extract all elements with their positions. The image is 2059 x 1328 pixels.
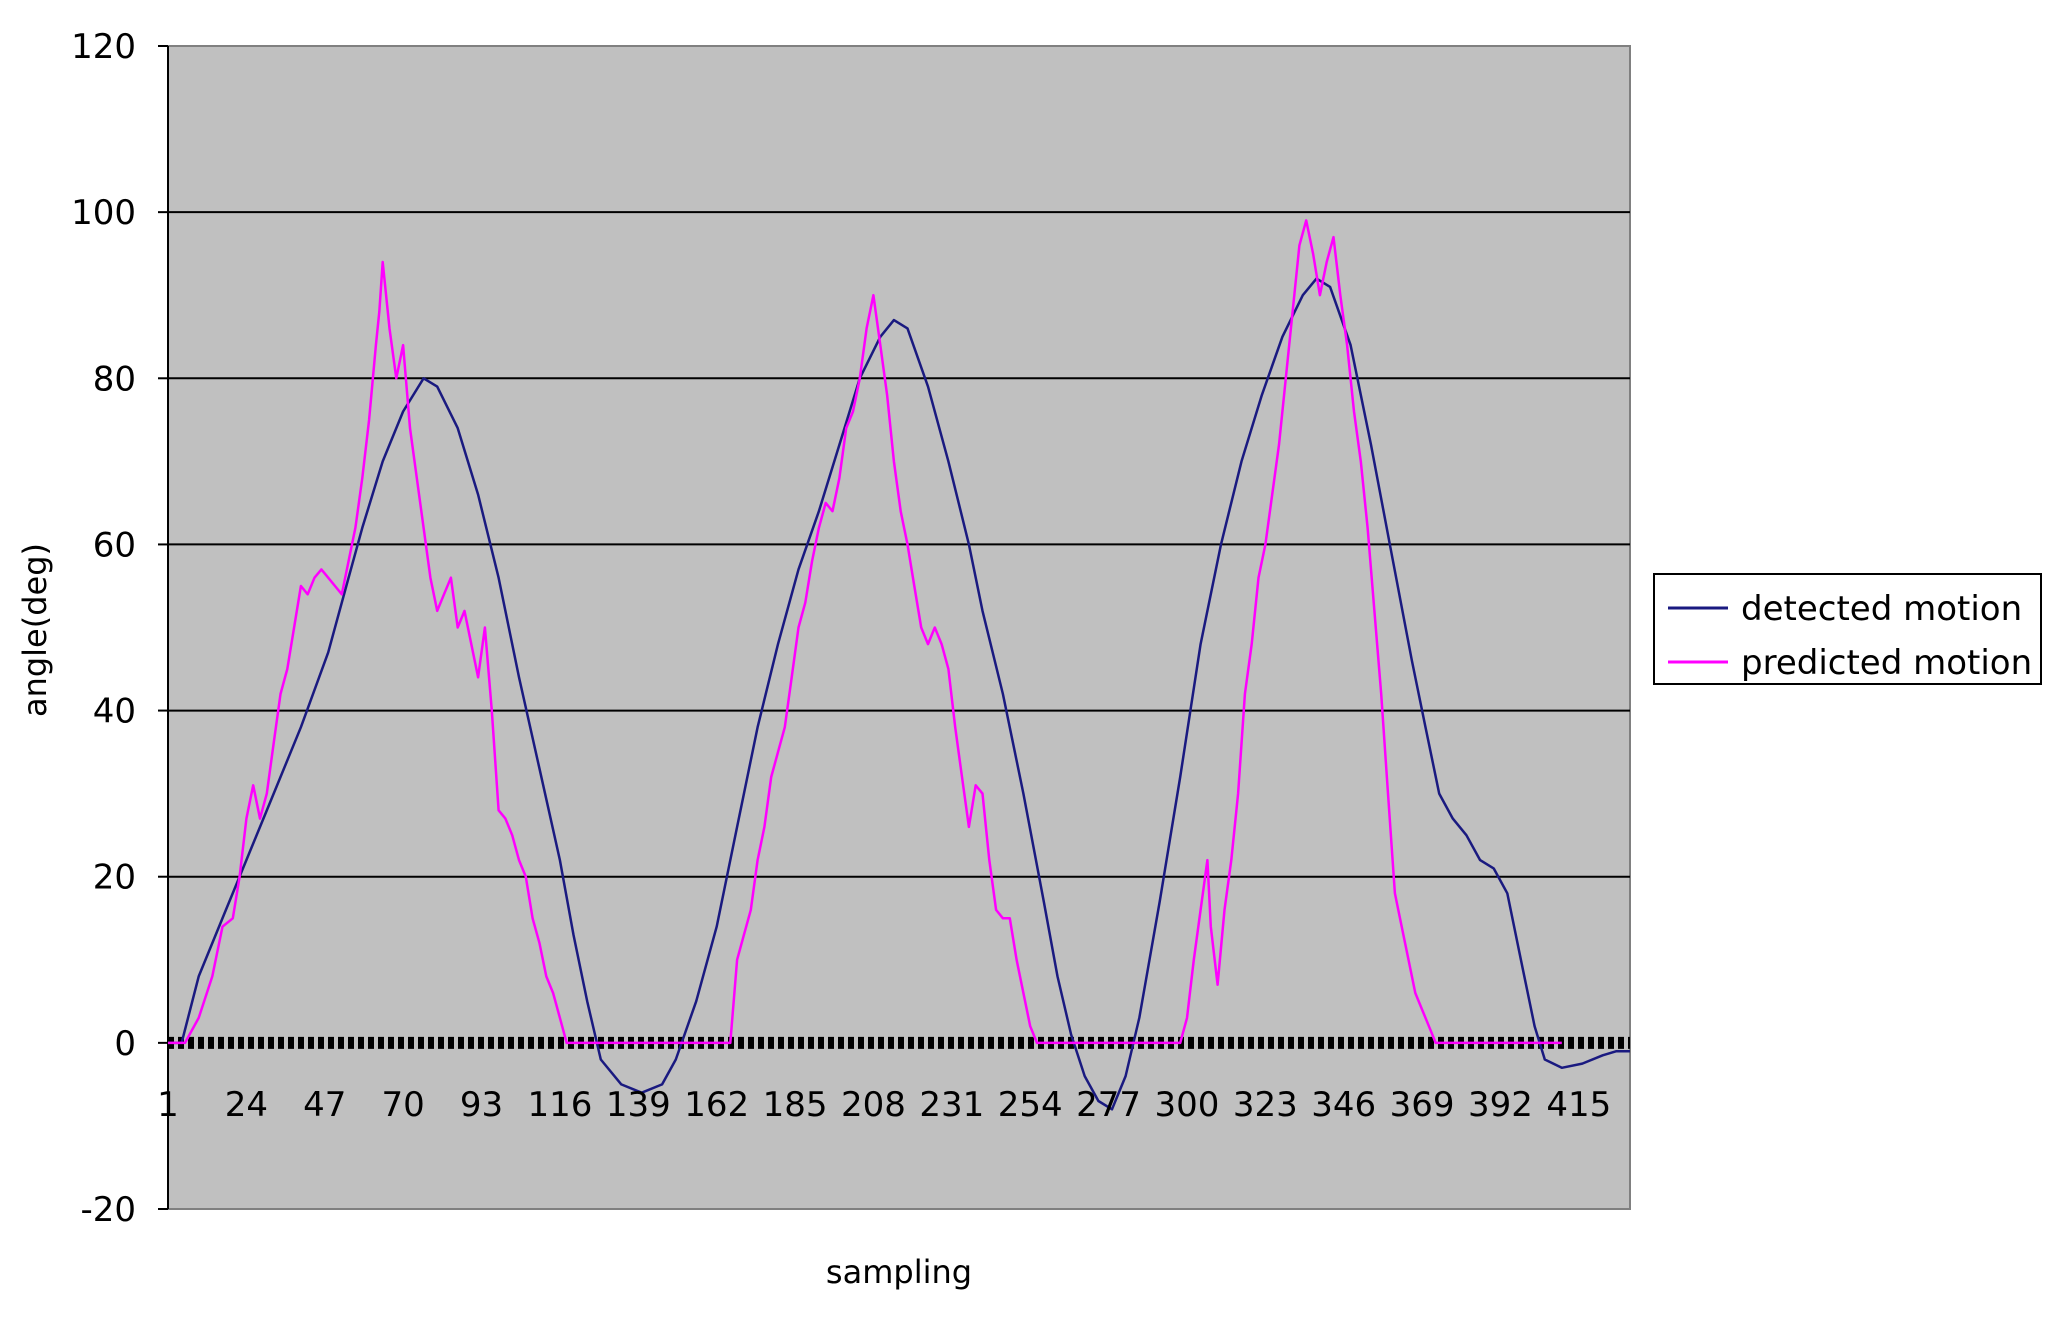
series-lines bbox=[168, 219, 1630, 1111]
y-tick-label: 80 bbox=[93, 359, 136, 399]
y-tick-label: 100 bbox=[71, 193, 136, 233]
x-tick-label: 254 bbox=[998, 1085, 1063, 1125]
y-tick-label: -20 bbox=[80, 1190, 136, 1230]
x-tick-label: 47 bbox=[303, 1085, 346, 1125]
x-tick-labels: 1 24 47 70 93 116 139 162 185 208 231 254 277 300 323 3… bbox=[157, 1085, 1611, 1125]
x-tick-label: 369 bbox=[1390, 1085, 1455, 1125]
y-tick-label: 20 bbox=[93, 858, 136, 898]
series-line-predicted-motion bbox=[168, 219, 1562, 1045]
x-tick-label: 300 bbox=[1155, 1085, 1220, 1125]
x-tick-label: 1 bbox=[157, 1085, 179, 1125]
x-tick-label: 415 bbox=[1546, 1085, 1611, 1125]
legend-box bbox=[1653, 573, 2042, 685]
x-tick-label: 277 bbox=[1076, 1085, 1141, 1125]
x-tick-label: 231 bbox=[919, 1085, 984, 1125]
x-axis-title: sampling bbox=[826, 1253, 972, 1291]
x-tick-label: 139 bbox=[606, 1085, 671, 1125]
series-line-detected-motion bbox=[168, 277, 1630, 1111]
x-tick-label: 185 bbox=[763, 1085, 828, 1125]
x-tick-label: 208 bbox=[841, 1085, 906, 1125]
legend-label-detected-motion: detected motion bbox=[1741, 589, 2022, 629]
y-axis-title: angle(deg) bbox=[16, 543, 54, 717]
x-tick-label: 70 bbox=[382, 1085, 425, 1125]
y-tick-label: 60 bbox=[93, 525, 136, 565]
x-tick-label: 24 bbox=[225, 1085, 268, 1125]
x-tick-label: 346 bbox=[1311, 1085, 1376, 1125]
x-tick-label: 323 bbox=[1233, 1085, 1298, 1125]
x-tick-label: 116 bbox=[527, 1085, 592, 1125]
y-tick-label: 120 bbox=[71, 27, 136, 67]
axes bbox=[158, 45, 1630, 1210]
y-tick-labels: -20 0 20 40 60 80 100 120 bbox=[71, 27, 136, 1230]
x-tick-label: 162 bbox=[684, 1085, 749, 1125]
x-tick-label: 93 bbox=[460, 1085, 503, 1125]
gridlines bbox=[168, 211, 1630, 878]
y-tick-label: 0 bbox=[114, 1024, 136, 1064]
x-tick-label: 392 bbox=[1468, 1085, 1533, 1125]
legend-label-predicted-motion: predicted motion bbox=[1741, 643, 2032, 683]
plot-area bbox=[167, 45, 1631, 1210]
y-tick-label: 40 bbox=[93, 692, 136, 732]
legend: detected motion predicted motion bbox=[1653, 573, 2042, 685]
